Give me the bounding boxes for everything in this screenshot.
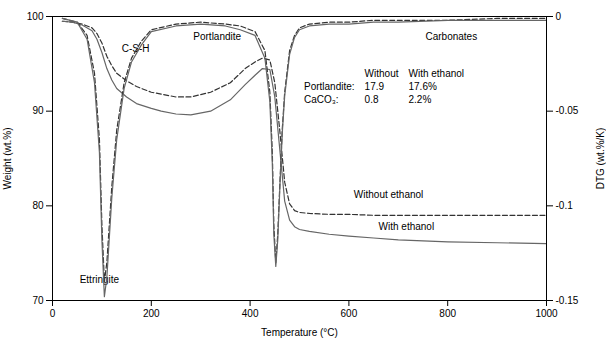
svg-text:-0.1: -0.1 [556,200,574,211]
svg-text:80: 80 [32,200,44,211]
svg-text:Carbonates: Carbonates [425,31,477,42]
svg-text:200: 200 [143,308,160,319]
html-text:0.8: 0.8 [364,94,379,106]
svg-text:With ethanol: With ethanol [379,221,435,232]
html-text:Portlandite:: Portlandite: [304,81,355,93]
svg-text:-0.15: -0.15 [556,295,579,306]
svg-text:-0.05: -0.05 [556,105,579,116]
svg-text:0: 0 [50,308,56,319]
svg-text:0: 0 [556,11,562,22]
html-text:17.6%: 17.6% [408,81,437,93]
svg-text:100: 100 [27,11,44,22]
svg-text:Weight (wt.%): Weight (wt.%) [2,127,13,189]
svg-text:Temperature (°C): Temperature (°C) [261,327,338,338]
html-text:Without: Without [364,68,399,80]
html-text:CaCO₃:: CaCO₃: [304,94,339,106]
svg-text:Ettringite: Ettringite [80,274,120,285]
svg-text:C-S-H: C-S-H [122,43,150,54]
html-text:2.2%: 2.2% [408,94,432,106]
svg-text:1000: 1000 [535,308,558,319]
svg-text:800: 800 [439,308,456,319]
svg-text:600: 600 [341,308,358,319]
svg-text:90: 90 [32,105,44,116]
html-text:17.9: 17.9 [364,81,385,93]
svg-text:DTG (wt.%/K): DTG (wt.%/K) [595,128,606,190]
svg-text:70: 70 [32,295,44,306]
svg-text:400: 400 [242,308,259,319]
svg-text:Without ethanol: Without ethanol [354,189,424,200]
svg-text:Portlandite: Portlandite [193,31,241,42]
html-text:With ethanol: With ethanol [408,68,465,80]
